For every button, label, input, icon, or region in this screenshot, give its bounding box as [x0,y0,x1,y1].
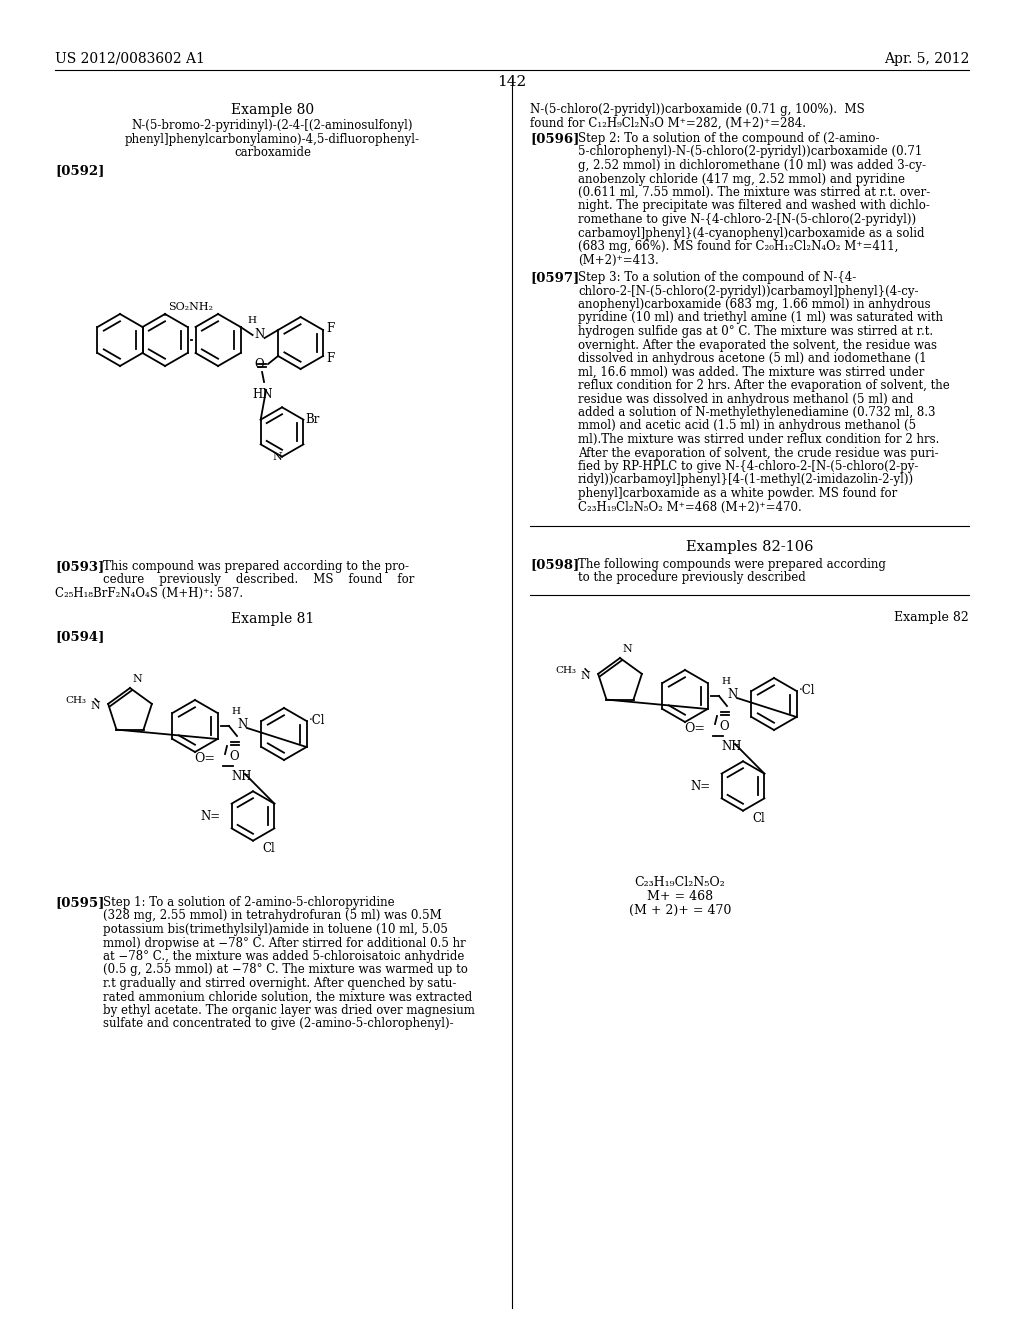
Text: Example 81: Example 81 [230,612,314,626]
Text: residue was dissolved in anhydrous methanol (5 ml) and: residue was dissolved in anhydrous metha… [578,392,913,405]
Text: carboxamide: carboxamide [234,147,311,158]
Text: pyridine (10 ml) and triethyl amine (1 ml) was saturated with: pyridine (10 ml) and triethyl amine (1 m… [578,312,943,325]
Text: F: F [326,322,335,334]
Text: N: N [727,689,737,701]
Text: N: N [581,671,590,681]
Text: ·Cl: ·Cl [799,685,815,697]
Text: N: N [255,327,265,341]
Text: anobenzoly chloride (417 mg, 2.52 mmol) and pyridine: anobenzoly chloride (417 mg, 2.52 mmol) … [578,173,905,186]
Text: phenyl]phenylcarbonylamino)-4,5-difluorophenyl-: phenyl]phenylcarbonylamino)-4,5-difluoro… [125,132,420,145]
Text: ridyl))carbamoyl]phenyl}[4-(1-methyl(2-imidazolin-2-yl)): ridyl))carbamoyl]phenyl}[4-(1-methyl(2-i… [578,474,914,487]
Text: romethane to give N-{4-chloro-2-[N-(5-chloro(2-pyridyl)): romethane to give N-{4-chloro-2-[N-(5-ch… [578,213,916,226]
Text: The following compounds were prepared according: The following compounds were prepared ac… [578,558,886,572]
Text: N: N [90,701,100,711]
Text: US 2012/0083602 A1: US 2012/0083602 A1 [55,51,205,66]
Text: by ethyl acetate. The organic layer was dried over magnesium: by ethyl acetate. The organic layer was … [103,1005,475,1016]
Text: fied by RP-HPLC to give N-{4-chloro-2-[N-(5-chloro(2-py-: fied by RP-HPLC to give N-{4-chloro-2-[N… [578,459,919,473]
Text: Cl: Cl [262,842,274,855]
Text: N=: N= [690,780,711,792]
Text: O=: O= [684,722,705,734]
Text: anophenyl)carboxamide (683 mg, 1.66 mmol) in anhydrous: anophenyl)carboxamide (683 mg, 1.66 mmol… [578,298,931,312]
Text: C₂₃H₁₉Cl₂N₅O₂: C₂₃H₁₉Cl₂N₅O₂ [635,876,725,888]
Text: chloro-2-[N-(5-chloro(2-pyridyl))carbamoyl]phenyl}(4-cy-: chloro-2-[N-(5-chloro(2-pyridyl))carbamo… [578,285,919,297]
Text: mmol) dropwise at −78° C. After stirred for additional 0.5 hr: mmol) dropwise at −78° C. After stirred … [103,936,466,949]
Text: HN: HN [252,388,272,401]
Text: F: F [326,351,335,364]
Text: night. The precipitate was filtered and washed with dichlo-: night. The precipitate was filtered and … [578,199,930,213]
Text: carbamoyl]phenyl}(4-cyanophenyl)carboxamide as a solid: carbamoyl]phenyl}(4-cyanophenyl)carboxam… [578,227,925,239]
Text: mmol) and acetic acid (1.5 ml) in anhydrous methanol (5: mmol) and acetic acid (1.5 ml) in anhydr… [578,420,916,433]
Text: Step 2: To a solution of the compound of (2-amino-: Step 2: To a solution of the compound of… [578,132,880,145]
Text: [0594]: [0594] [55,630,104,643]
Text: N=: N= [200,809,220,822]
Text: (M+2)⁺=413.: (M+2)⁺=413. [578,253,658,267]
Text: N-(5-bromo-2-pyridinyl)-(2-4-[(2-aminosulfonyl): N-(5-bromo-2-pyridinyl)-(2-4-[(2-aminosu… [132,119,414,132]
Text: N: N [132,675,141,684]
Text: [0592]: [0592] [55,164,104,177]
Text: C₂₃H₁₉Cl₂N₅O₂ M⁺=468 (M+2)⁺=470.: C₂₃H₁₉Cl₂N₅O₂ M⁺=468 (M+2)⁺=470. [578,500,802,513]
Text: ml).The mixture was stirred under reflux condition for 2 hrs.: ml).The mixture was stirred under reflux… [578,433,939,446]
Text: Step 3: To a solution of the compound of N-{4-: Step 3: To a solution of the compound of… [578,271,856,284]
Text: NH: NH [721,741,741,752]
Text: 142: 142 [498,75,526,88]
Text: Example 80: Example 80 [231,103,314,117]
Text: N: N [237,718,247,731]
Text: sulfate and concentrated to give (2-amino-5-chlorophenyl)-: sulfate and concentrated to give (2-amin… [103,1018,454,1031]
Text: g, 2.52 mmol) in dichloromethane (10 ml) was added 3-cy-: g, 2.52 mmol) in dichloromethane (10 ml)… [578,158,926,172]
Text: H: H [722,677,730,686]
Text: overnight. After the evaporated the solvent, the residue was: overnight. After the evaporated the solv… [578,338,937,351]
Text: N-(5-chloro(2-pyridyl))carboxamide (0.71 g, 100%).  MS: N-(5-chloro(2-pyridyl))carboxamide (0.71… [530,103,864,116]
Text: H: H [247,315,256,325]
Text: phenyl]carboxamide as a white powder. MS found for: phenyl]carboxamide as a white powder. MS… [578,487,897,500]
Text: potassium bis(trimethylsilyl)amide in toluene (10 ml, 5.05: potassium bis(trimethylsilyl)amide in to… [103,923,447,936]
Text: dissolved in anhydrous acetone (5 ml) and iodomethane (1: dissolved in anhydrous acetone (5 ml) an… [578,352,927,366]
Text: (M + 2)+ = 470: (M + 2)+ = 470 [629,904,731,917]
Text: added a solution of N-methylethylenediamine (0.732 ml, 8.3: added a solution of N-methylethylenediam… [578,407,936,418]
Text: (0.5 g, 2.55 mmol) at −78° C. The mixture was warmed up to: (0.5 g, 2.55 mmol) at −78° C. The mixtur… [103,964,468,977]
Text: ml, 16.6 mmol) was added. The mixture was stirred under: ml, 16.6 mmol) was added. The mixture wa… [578,366,925,379]
Text: to the procedure previously described: to the procedure previously described [578,572,806,585]
Text: O=: O= [194,751,215,764]
Text: M+ = 468: M+ = 468 [647,890,713,903]
Text: [0597]: [0597] [530,271,580,284]
Text: After the evaporation of solvent, the crude residue was puri-: After the evaporation of solvent, the cr… [578,446,939,459]
Text: found for C₁₂H₉Cl₂N₃O M⁺=282, (M+2)⁺=284.: found for C₁₂H₉Cl₂N₃O M⁺=282, (M+2)⁺=284… [530,116,806,129]
Text: SO₂NH₂: SO₂NH₂ [168,302,213,312]
Text: This compound was prepared according to the pro-: This compound was prepared according to … [103,560,409,573]
Text: CH₃: CH₃ [555,667,577,676]
Text: r.t gradually and stirred overnight. After quenched by satu-: r.t gradually and stirred overnight. Aft… [103,977,457,990]
Text: Apr. 5, 2012: Apr. 5, 2012 [884,51,969,66]
Text: CH₃: CH₃ [66,697,86,705]
Text: C₂₅H₁₈BrF₂N₄O₄S (M+H)⁺: 587.: C₂₅H₁₈BrF₂N₄O₄S (M+H)⁺: 587. [55,587,243,601]
Text: Examples 82-106: Examples 82-106 [686,540,813,554]
Text: Example 82: Example 82 [894,611,969,624]
Text: rated ammonium chloride solution, the mixture was extracted: rated ammonium chloride solution, the mi… [103,990,472,1003]
Text: ·Cl: ·Cl [308,714,325,727]
Text: 5-chlorophenyl)-N-(5-chloro(2-pyridyl))carboxamide (0.71: 5-chlorophenyl)-N-(5-chloro(2-pyridyl))c… [578,145,923,158]
Text: reflux condition for 2 hrs. After the evaporation of solvent, the: reflux condition for 2 hrs. After the ev… [578,379,949,392]
Text: hydrogen sulfide gas at 0° C. The mixture was stirred at r.t.: hydrogen sulfide gas at 0° C. The mixtur… [578,325,933,338]
Text: [0595]: [0595] [55,896,104,909]
Text: Step 1: To a solution of 2-amino-5-chloropyridine: Step 1: To a solution of 2-amino-5-chlor… [103,896,394,909]
Text: N: N [272,451,282,462]
Text: [0593]: [0593] [55,560,104,573]
Text: O: O [719,719,729,733]
Text: [0596]: [0596] [530,132,580,145]
Text: Cl: Cl [752,812,765,825]
Text: O: O [229,750,239,763]
Text: cedure    previously    described.    MS    found    for: cedure previously described. MS found fo… [103,573,415,586]
Text: (0.611 ml, 7.55 mmol). The mixture was stirred at r.t. over-: (0.611 ml, 7.55 mmol). The mixture was s… [578,186,930,199]
Text: N: N [622,644,632,653]
Text: [0598]: [0598] [530,558,580,572]
Text: Br: Br [305,413,319,426]
Text: O: O [254,359,264,371]
Text: (328 mg, 2.55 mmol) in tetrahydrofuran (5 ml) was 0.5M: (328 mg, 2.55 mmol) in tetrahydrofuran (… [103,909,441,923]
Text: (683 mg, 66%). MS found for C₂₀H₁₂Cl₂N₄O₂ M⁺=411,: (683 mg, 66%). MS found for C₂₀H₁₂Cl₂N₄O… [578,240,898,253]
Text: H: H [231,708,241,715]
Text: NH: NH [231,770,252,783]
Text: at −78° C., the mixture was added 5-chloroisatoic anhydride: at −78° C., the mixture was added 5-chlo… [103,950,464,964]
